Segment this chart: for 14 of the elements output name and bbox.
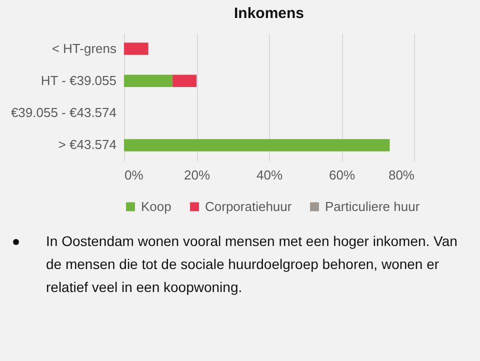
legend-label: Koop xyxy=(141,198,172,214)
x-tick-label: 20% xyxy=(184,168,210,182)
x-tick-label: 80% xyxy=(388,168,415,182)
x-tick-label: 60% xyxy=(328,168,356,182)
y-tick-label: < HT-grens xyxy=(52,40,117,56)
chart-title: Inkomens xyxy=(234,5,304,22)
text: In Oostendam wonen vooral mensen met een hoger inkomen. Van de mensen die tot de sociale huurdoelgroep behoren, wonen er relatief veel in een koopwoning. xyxy=(46,232,458,297)
y-tick-label: €39.055 - €43.574 xyxy=(10,105,116,120)
x-tick-label: 0% xyxy=(124,168,144,182)
y-tick-label: HT - €39.055 xyxy=(40,72,116,88)
y-tick-label: > €43.574 xyxy=(58,137,116,152)
legend-label: Particuliere huur xyxy=(325,198,420,214)
x-tick-label: 40% xyxy=(256,168,283,182)
legend-label: Corporatiehuur xyxy=(205,198,292,214)
